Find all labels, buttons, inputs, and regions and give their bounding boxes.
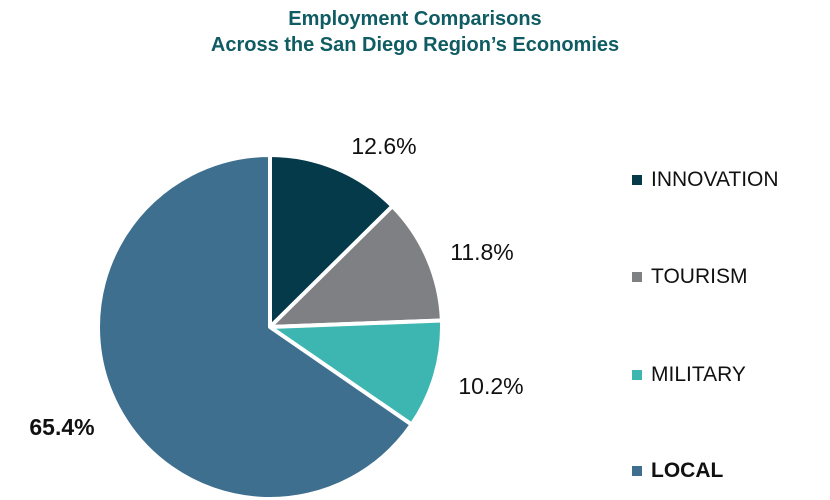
legend-item-innovation: INNOVATION xyxy=(632,165,779,195)
legend-swatch xyxy=(632,175,642,185)
pie-slice-tourism xyxy=(268,204,444,329)
legend-swatch xyxy=(632,466,642,476)
legend-label: MILITARY xyxy=(651,363,746,386)
pie-slice-military xyxy=(268,318,444,427)
legend-swatch xyxy=(632,272,642,282)
legend-swatch xyxy=(632,370,642,380)
chart-title-block: Employment Comparisons Across the San Di… xyxy=(0,6,830,58)
legend-label: INNOVATION xyxy=(651,168,779,191)
legend-label: LOCAL xyxy=(651,459,724,482)
legend-item-military: MILITARY xyxy=(632,360,746,390)
slice-label-military: 10.2% xyxy=(458,373,523,399)
slice-label-innovation: 12.6% xyxy=(351,133,416,159)
slice-label-local: 65.4% xyxy=(29,414,94,440)
pie-slice-innovation xyxy=(268,153,395,329)
chart-subtitle: Across the San Diego Region’s Economies xyxy=(210,34,620,56)
legend-item-local: LOCAL xyxy=(632,456,723,486)
legend-item-tourism: TOURISM xyxy=(632,262,747,292)
slice-label-tourism: 11.8% xyxy=(450,239,514,265)
chart-title: Employment Comparisons xyxy=(288,8,542,30)
pie-slice-local xyxy=(96,153,414,500)
legend-label: TOURISM xyxy=(651,265,748,288)
